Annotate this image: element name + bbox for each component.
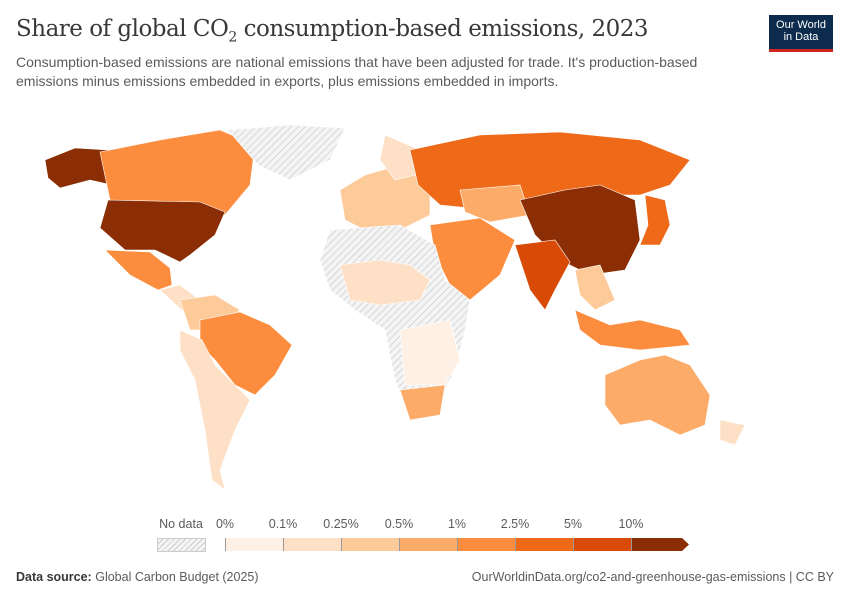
region [379,134,421,181]
chart-title: Share of global CO2 consumption-based em… [16,16,649,46]
legend-no-data-label: No data [159,517,203,531]
legend-tick-label: 10% [618,517,644,531]
color-legend: No data 0% 0.1% 0.25% 0.5% 1% 2.5% 5% 10% [0,515,850,555]
legend-bin[interactable] [573,538,631,551]
region [604,354,711,436]
region [179,329,251,491]
legend-tick-label: 0.5% [384,517,414,531]
legend-bin[interactable] [515,538,573,551]
world-map[interactable] [0,110,850,510]
chart-subtitle: Consumption-based emissions are national… [16,54,698,89]
legend-no-data-swatch[interactable] [157,538,206,552]
legend-tick-label: 1% [447,517,467,531]
region [399,319,461,386]
region [574,264,616,311]
legend-tick-label: 0% [215,517,235,531]
legend-tick-label: 0.1% [268,517,298,531]
region [639,194,671,246]
legend-tick-label: 2.5% [500,517,530,531]
region [574,309,691,351]
owid-logo[interactable]: Our World in Data [769,15,833,52]
region [339,164,431,231]
data-source: Data source: Global Carbon Budget (2025) [16,570,259,584]
legend-tick-label: 0.25% [323,517,359,531]
region [339,259,431,306]
legend-bin[interactable] [399,538,457,551]
region [227,124,346,181]
footer-url[interactable]: OurWorldinData.org/co2-and-greenhouse-ga… [471,570,834,584]
region [719,419,746,446]
legend-bin[interactable] [631,538,689,551]
legend-bin[interactable] [225,538,283,551]
legend-bin[interactable] [341,538,399,551]
region [399,384,446,421]
region [459,184,531,223]
region [104,249,173,291]
region [44,147,113,189]
region [99,199,226,263]
region [514,239,571,311]
legend-bin[interactable] [283,538,341,551]
legend-tick-label: 5% [563,517,583,531]
legend-bin[interactable] [457,538,515,551]
